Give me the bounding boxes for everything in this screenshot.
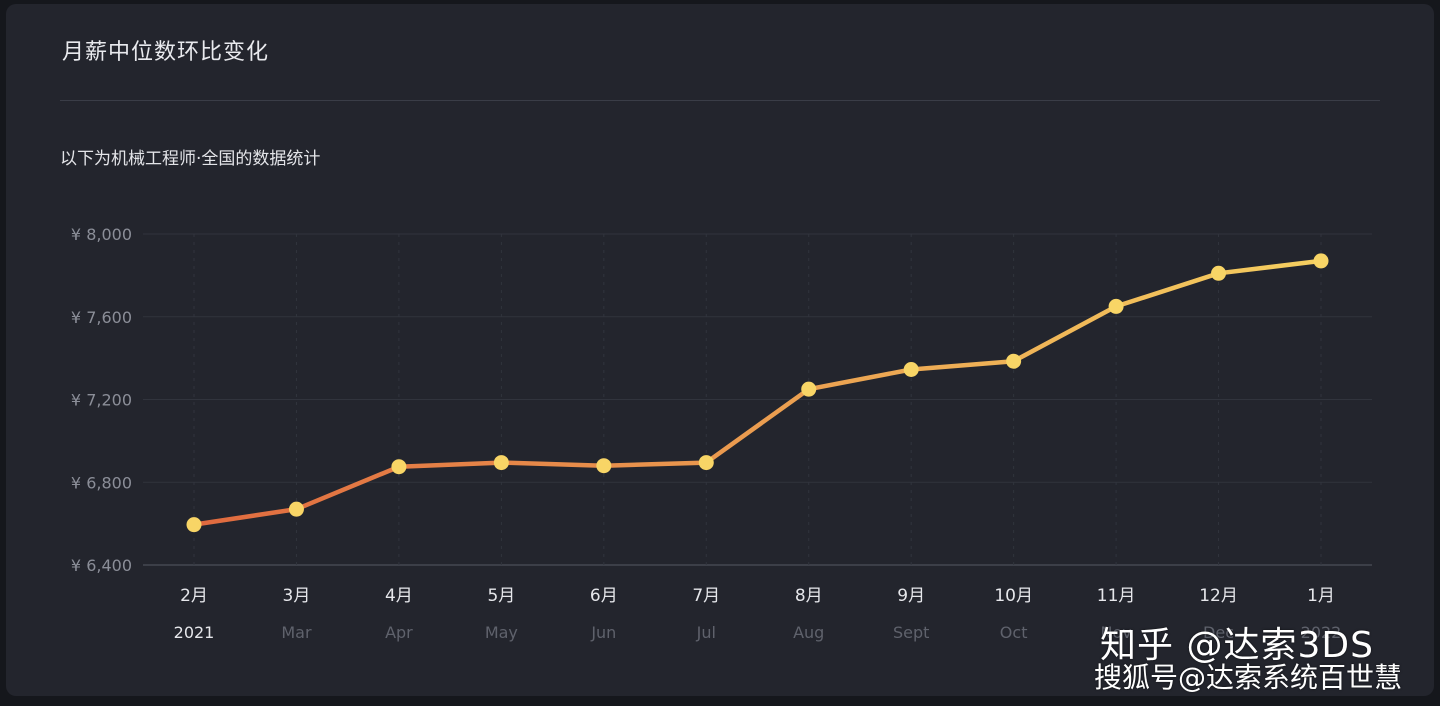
watermark-zhihu: 知乎 @达索3DS	[1100, 625, 1374, 666]
data-point[interactable]	[801, 381, 817, 397]
data-point[interactable]	[903, 362, 919, 378]
y-tick-label: ¥ 8,000	[71, 225, 132, 244]
series-line	[191, 258, 1324, 527]
x-tick-label: 8月	[795, 586, 823, 606]
x-tick-sublabel: 2022	[1301, 623, 1342, 642]
data-point[interactable]	[391, 459, 407, 475]
x-tick-label: 1月	[1307, 586, 1335, 606]
x-tick-label: 11月	[1097, 586, 1136, 606]
watermark-sohu: 搜狐号@达索系统百世慧	[1094, 661, 1403, 694]
x-tick-sublabel: Dec	[1203, 623, 1234, 642]
x-tick-label: 10月	[994, 586, 1033, 606]
x-tick-label: 2月	[180, 586, 208, 606]
x-tick-sublabel: Jun	[590, 623, 616, 642]
x-tick-label: 6月	[590, 586, 618, 606]
chart-subtitle: 以下为机械工程师·全国的数据统计	[60, 149, 321, 169]
data-point[interactable]	[493, 455, 509, 471]
x-tick-sublabel: May	[485, 623, 518, 642]
x-tick-label: 9月	[897, 586, 925, 606]
chart-title: 月薪中位数环比变化	[62, 40, 270, 65]
line-chart: ¥ 6,400 ¥ 6,800 ¥ 7,200 ¥ 7,600 ¥ 8,000 2月 20…	[71, 225, 1372, 642]
data-point[interactable]	[1211, 265, 1227, 281]
data-point[interactable]	[1313, 253, 1329, 269]
x-tick-label: 7月	[692, 586, 720, 606]
data-point[interactable]	[186, 517, 202, 533]
x-tick-sublabel: Mar	[281, 623, 312, 642]
data-point[interactable]	[1006, 353, 1022, 369]
y-tick-label: ¥ 7,200	[71, 391, 132, 410]
y-tick-label: ¥ 6,800	[71, 473, 132, 492]
x-tick-sublabel: Jul	[696, 623, 716, 642]
x-tick-label: 3月	[283, 586, 311, 606]
x-tick-sublabel: Apr	[385, 623, 413, 642]
x-tick-sublabel: Sept	[893, 623, 929, 642]
x-tick-label: 5月	[487, 586, 515, 606]
data-point[interactable]	[698, 455, 714, 471]
data-point[interactable]	[288, 501, 304, 517]
x-tick-sublabel: Aug	[793, 623, 824, 642]
x-tick-sublabel: 2021	[174, 623, 215, 642]
x-tick-label: 12月	[1199, 586, 1238, 606]
title-divider	[60, 100, 1380, 101]
x-tick-label: 4月	[385, 586, 413, 606]
y-tick-label: ¥ 6,400	[71, 556, 132, 575]
x-tick-sublabel: Oct	[1000, 623, 1028, 642]
data-point[interactable]	[596, 458, 612, 474]
x-tick-sublabel: Nov	[1100, 623, 1131, 642]
chart-card: 月薪中位数环比变化 以下为机械工程师·全国的数据统计 ¥ 6,400 ¥ 6,80…	[6, 4, 1434, 696]
data-point[interactable]	[1108, 298, 1124, 314]
y-tick-label: ¥ 7,600	[71, 308, 132, 327]
